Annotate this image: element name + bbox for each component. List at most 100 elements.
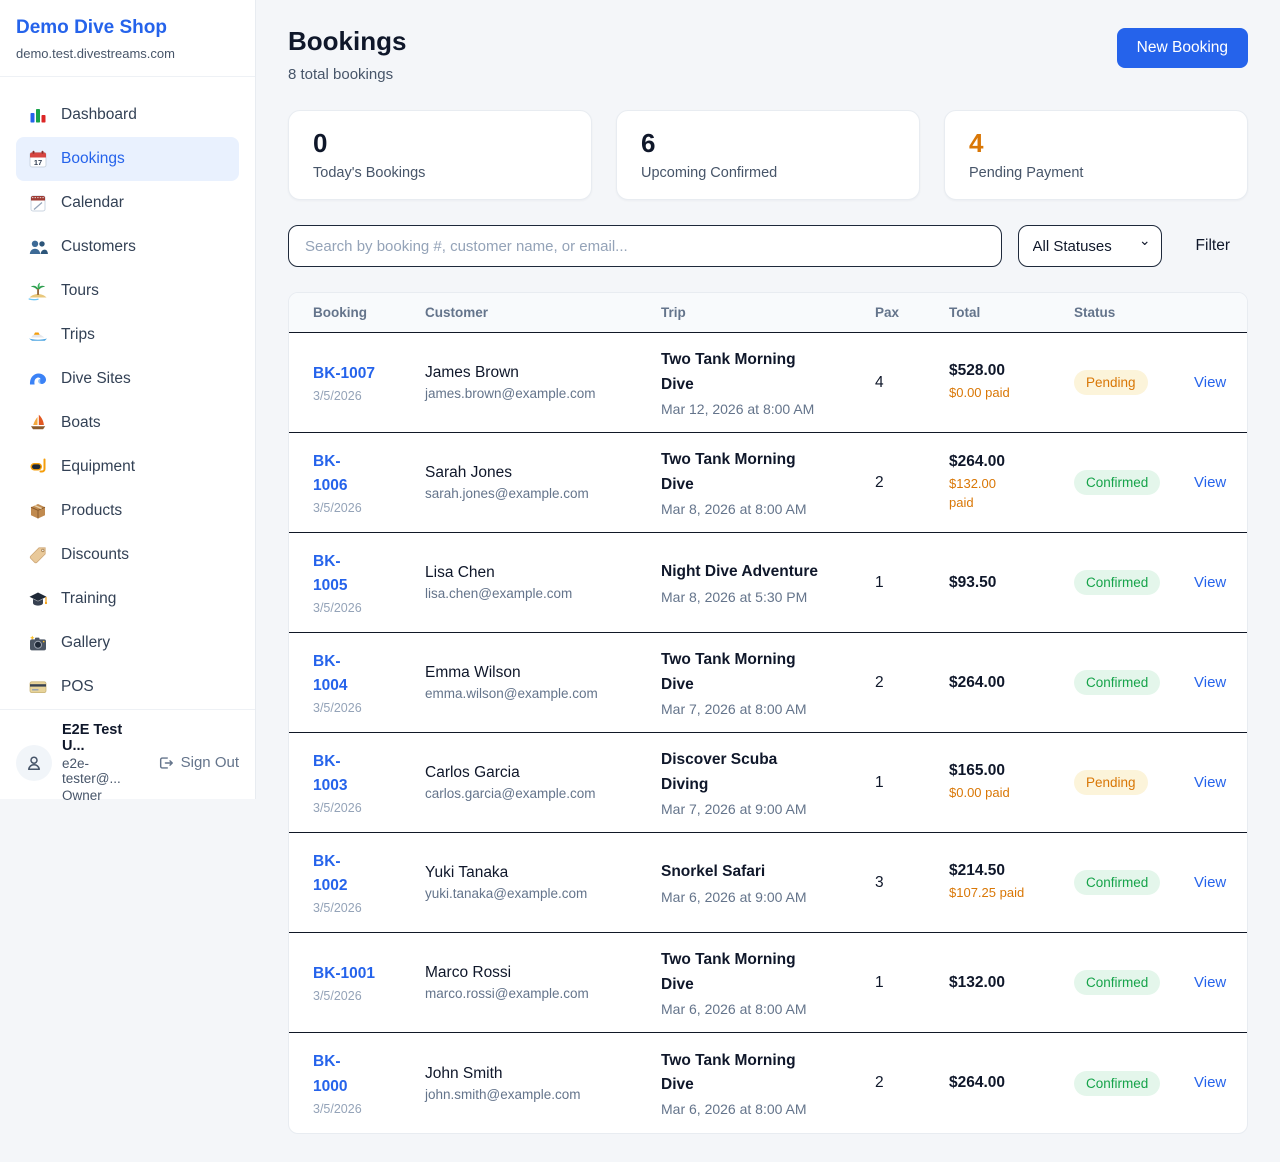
sailboat-icon	[28, 413, 48, 433]
trip-name: Two Tank Morning Dive	[661, 451, 796, 493]
paid-amount: $132.00 paid	[949, 475, 996, 510]
customer-name: Emma Wilson	[425, 664, 521, 681]
sidebar-item-customers[interactable]: Customers	[16, 225, 239, 269]
sidebar-item-calendar[interactable]: Calendar	[16, 181, 239, 225]
pax-count: 1	[875, 773, 884, 791]
booking-id-link[interactable]: BK- 1002	[313, 852, 348, 894]
sidebar-item-equipment[interactable]: Equipment	[16, 445, 239, 489]
booking-id-link[interactable]: BK- 1000	[313, 1053, 348, 1095]
customer-name: Lisa Chen	[425, 564, 495, 581]
sidebar-item-tours[interactable]: Tours	[16, 269, 239, 313]
person-icon	[27, 755, 41, 770]
booking-id-link[interactable]: BK-1007	[313, 364, 376, 382]
customer-email: emma.wilson@example.com	[425, 686, 598, 701]
view-link[interactable]: View	[1194, 873, 1227, 891]
booking-date: 3/5/2026	[313, 389, 362, 403]
sidebar-item-discounts[interactable]: Discounts	[16, 533, 239, 577]
customer-email: sarah.jones@example.com	[425, 486, 589, 501]
filter-button[interactable]: Filter	[1178, 229, 1248, 263]
customer-name: Sarah Jones	[425, 464, 513, 481]
customer-name: Yuki Tanaka	[425, 864, 509, 881]
sign-out-button[interactable]: Sign Out	[156, 754, 239, 772]
status-filter-wrap: All Statuses	[1017, 225, 1162, 267]
booking-date: 3/5/2026	[313, 501, 362, 516]
sidebar-header: Demo Dive Shop demo.test.divestreams.com	[0, 0, 255, 77]
status-badge: Confirmed	[1074, 870, 1161, 895]
toolbar: All Statuses Filter	[288, 225, 1248, 267]
total-amount: $93.50	[949, 573, 997, 591]
stat-value: 4	[969, 128, 984, 158]
booking-id-link[interactable]: BK- 1005	[313, 552, 348, 594]
sidebar-item-trips[interactable]: Trips	[16, 313, 239, 357]
stat-label: Today's Bookings	[313, 165, 426, 181]
page-title: Bookings	[288, 26, 407, 56]
pax-count: 2	[875, 1074, 884, 1091]
sidebar: Demo Dive Shop demo.test.divestreams.com…	[0, 0, 256, 803]
customer-name: John Smith	[425, 1064, 503, 1082]
sidebar-item-boats[interactable]: Boats	[16, 401, 239, 445]
column-header-trip: Trip	[661, 305, 686, 320]
booking-id-link[interactable]: BK- 1006	[313, 452, 348, 494]
sidebar-item-dashboard[interactable]: Dashboard	[16, 93, 239, 137]
sidebar-item-gallery[interactable]: Gallery	[16, 621, 239, 665]
trip-datetime: Mar 7, 2026 at 8:00 AM	[661, 700, 807, 717]
dive-mask-icon	[28, 457, 48, 477]
search-input[interactable]	[288, 225, 1002, 267]
booking-date: 3/5/2026	[313, 801, 362, 816]
column-header-status: Status	[1074, 305, 1116, 320]
status-filter-select[interactable]: All Statuses	[1017, 225, 1162, 267]
new-booking-button[interactable]: New Booking	[1116, 28, 1248, 68]
booking-id-link[interactable]: BK-1001	[313, 964, 376, 982]
booking-id-link[interactable]: BK- 1003	[313, 752, 348, 794]
trip-name: Night Dive Adventure	[661, 563, 819, 581]
view-link[interactable]: View	[1194, 373, 1227, 391]
booking-id-link[interactable]: BK- 1004	[313, 652, 348, 694]
paid-amount: $107.25 paid	[949, 885, 1025, 901]
sidebar-item-bookings[interactable]: 17 Bookings	[16, 137, 239, 181]
trip-name: Two Tank Morning Dive	[661, 351, 796, 393]
table-row: BK- 1000 3/5/2026 John Smith john.smith@…	[289, 1033, 1247, 1133]
sidebar-item-pos[interactable]: POS	[16, 665, 239, 709]
table-row: BK- 1003 3/5/2026 Carlos Garcia carlos.g…	[289, 733, 1247, 833]
view-link[interactable]: View	[1194, 973, 1227, 991]
sidebar-nav: Dashboard 17 Bookings Calendar Customers…	[0, 77, 255, 709]
stat-label: Pending Payment	[969, 165, 1084, 181]
trip-name: Discover Scuba Diving	[661, 751, 778, 793]
sidebar-item-products[interactable]: Products	[16, 489, 239, 533]
camera-icon	[28, 633, 48, 653]
customer-email: lisa.chen@example.com	[425, 586, 573, 601]
view-link[interactable]: View	[1194, 473, 1227, 491]
trip-datetime: Mar 6, 2026 at 8:00 AM	[661, 1000, 807, 1017]
trip-datetime: Mar 12, 2026 at 8:00 AM	[661, 400, 815, 417]
total-amount: $264.00	[949, 1074, 1006, 1091]
credit-card-icon	[28, 677, 48, 697]
view-link[interactable]: View	[1194, 673, 1227, 691]
column-header-booking: Booking	[313, 305, 367, 320]
total-amount: $132.00	[949, 973, 1006, 991]
customer-name: James Brown	[425, 364, 519, 381]
booking-date: 3/5/2026	[313, 601, 362, 616]
sidebar-item-dive-sites[interactable]: Dive Sites	[16, 357, 239, 401]
bar-chart-icon	[28, 105, 48, 125]
status-badge: Confirmed	[1074, 570, 1161, 595]
view-link[interactable]: View	[1194, 573, 1227, 591]
pax-count: 2	[875, 673, 884, 691]
booking-date: 3/5/2026	[313, 701, 362, 716]
total-amount: $528.00	[949, 362, 1006, 380]
sidebar-user-section: E2E Test U... e2e-tester@... Owner Sign …	[0, 709, 255, 815]
table-row: BK- 1006 3/5/2026 Sarah Jones sarah.jone…	[289, 433, 1247, 533]
bookings-table: Booking Customer Trip Pax Total Status B…	[288, 292, 1248, 1134]
sidebar-item-training[interactable]: Training	[16, 577, 239, 621]
view-link[interactable]: View	[1194, 1074, 1227, 1091]
paid-amount: $0.00 paid	[949, 385, 1010, 401]
customer-email: james.brown@example.com	[425, 386, 596, 401]
sign-out-icon	[156, 754, 174, 772]
wave-icon	[28, 369, 48, 389]
view-link[interactable]: View	[1194, 773, 1227, 791]
total-amount: $165.00	[949, 762, 1006, 780]
customer-email: carlos.garcia@example.com	[425, 786, 596, 801]
pax-count: 2	[875, 473, 884, 491]
page-subtitle: 8 total bookings	[288, 66, 394, 83]
stats-row: 0 Today's Bookings 6 Upcoming Confirmed …	[288, 110, 1248, 200]
trip-datetime: Mar 8, 2026 at 5:30 PM	[661, 588, 808, 605]
